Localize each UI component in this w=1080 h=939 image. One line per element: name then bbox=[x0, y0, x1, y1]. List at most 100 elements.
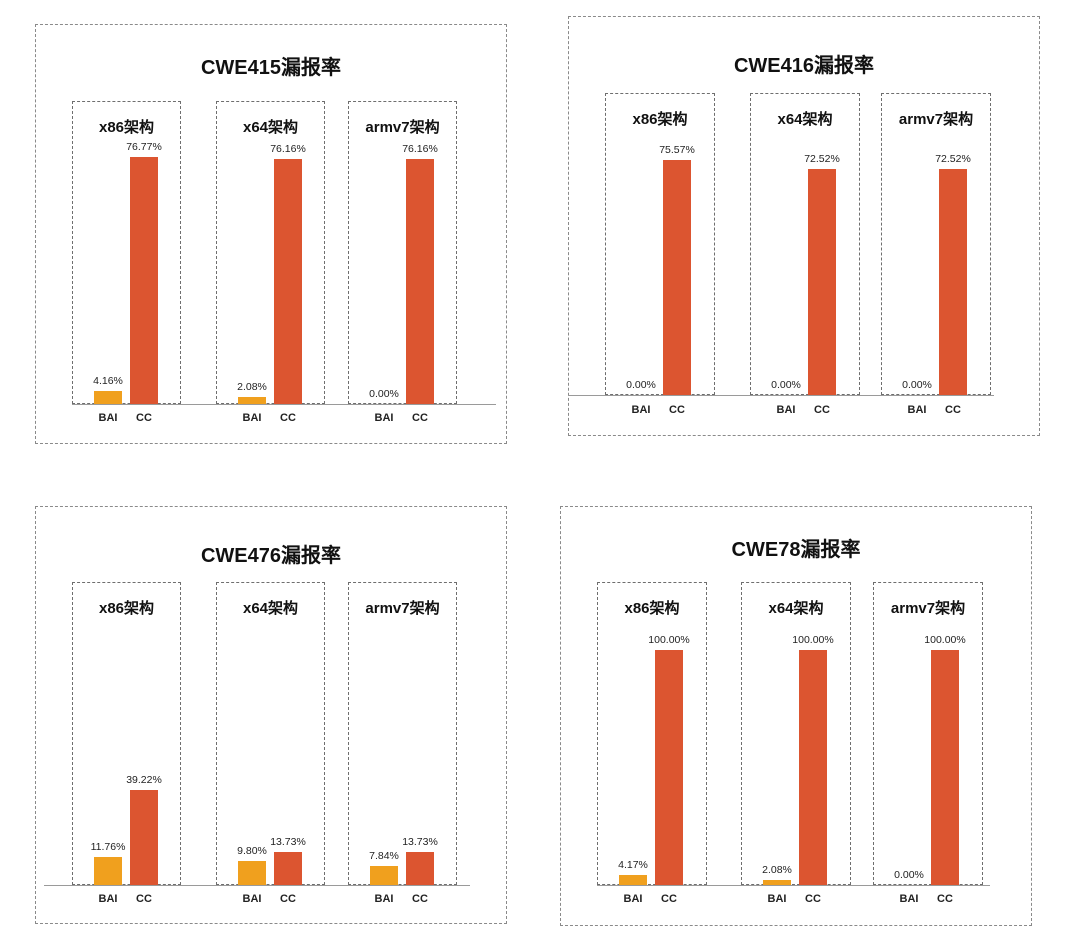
x-tick-label: BAI bbox=[899, 893, 919, 905]
x-tick-label: CC bbox=[669, 404, 685, 416]
bar-cc bbox=[130, 156, 158, 404]
x-tick-label: BAI bbox=[374, 412, 394, 424]
arch-group: x64架构 bbox=[741, 582, 851, 885]
arch-group-title: x86架构 bbox=[98, 600, 155, 617]
bar-value-label: 72.52% bbox=[935, 153, 971, 166]
x-tick-label: BAI bbox=[98, 412, 118, 424]
arch-group: x86架构 bbox=[597, 582, 707, 885]
bar-cc bbox=[931, 650, 959, 885]
x-axis-baseline bbox=[72, 404, 496, 405]
arch-group: armv7架构 bbox=[873, 582, 983, 885]
bar-value-label: 76.16% bbox=[402, 142, 438, 155]
bar-value-label: 100.00% bbox=[792, 634, 834, 646]
arch-group-title: x86架构 bbox=[624, 600, 680, 617]
arch-group: x64架构 bbox=[216, 101, 325, 404]
bar-value-label: 0.00% bbox=[626, 379, 656, 391]
arch-group: armv7架构 bbox=[348, 582, 457, 885]
x-tick-label: BAI bbox=[98, 893, 118, 905]
x-tick-label: CC bbox=[412, 893, 428, 905]
x-tick-label: BAI bbox=[767, 893, 787, 905]
bar-cc bbox=[406, 158, 434, 404]
bar-bai bbox=[238, 861, 266, 885]
arch-group-title: x64架构 bbox=[768, 600, 824, 617]
bar-value-label: 39.22% bbox=[126, 774, 162, 787]
chart-title: CWE476漏报率 bbox=[200, 545, 342, 567]
bar-bai bbox=[370, 866, 398, 885]
arch-group-title: armv7架构 bbox=[890, 600, 966, 617]
arch-group: armv7架构 bbox=[348, 101, 457, 404]
x-tick-label: CC bbox=[136, 412, 152, 424]
bar-cc bbox=[274, 158, 302, 404]
arch-group-title: x86架构 bbox=[632, 111, 688, 128]
x-tick-label: BAI bbox=[776, 404, 796, 416]
x-tick-label: BAI bbox=[631, 404, 651, 416]
chart-panel: CWE78漏报率 bbox=[560, 506, 1032, 926]
x-axis-baseline bbox=[44, 885, 470, 886]
chart-panel: CWE415漏报率 bbox=[35, 24, 507, 444]
bar-value-label: 13.73% bbox=[402, 835, 438, 848]
bar-value-label: 100.00% bbox=[648, 634, 690, 646]
bar-value-label: 13.73% bbox=[270, 835, 306, 848]
bar-value-label: 75.57% bbox=[659, 143, 695, 156]
arch-group-title: x64架构 bbox=[242, 600, 299, 617]
bar-value-label: 0.00% bbox=[369, 388, 399, 400]
arch-group: x64架构 bbox=[216, 582, 325, 885]
arch-group: x64架构 bbox=[750, 93, 860, 395]
bar-value-label: 4.17% bbox=[618, 859, 648, 872]
x-tick-label: BAI bbox=[374, 893, 394, 905]
x-tick-label: CC bbox=[937, 893, 953, 905]
bar-value-label: 2.08% bbox=[237, 381, 267, 394]
bar-cc bbox=[808, 169, 836, 395]
bar-bai bbox=[763, 880, 791, 885]
chart-title: CWE78漏报率 bbox=[731, 539, 861, 561]
arch-group-title: armv7架构 bbox=[365, 600, 440, 617]
arch-group-title: x64架构 bbox=[242, 119, 299, 136]
bar-value-label: 72.52% bbox=[804, 153, 840, 166]
bar-cc bbox=[274, 851, 302, 885]
bar-cc bbox=[655, 650, 683, 885]
bar-cc bbox=[939, 169, 967, 395]
bar-cc bbox=[799, 650, 827, 885]
x-axis-baseline bbox=[597, 885, 990, 886]
arch-group-title: armv7架构 bbox=[898, 111, 974, 128]
bar-value-label: 9.80% bbox=[237, 845, 267, 858]
bar-value-label: 7.84% bbox=[369, 850, 399, 863]
chart-title: CWE415漏报率 bbox=[200, 57, 342, 79]
bar-bai bbox=[238, 397, 266, 404]
x-tick-label: BAI bbox=[242, 412, 262, 424]
x-tick-label: CC bbox=[136, 893, 152, 905]
x-tick-label: CC bbox=[412, 412, 428, 424]
arch-group-title: x64架构 bbox=[777, 111, 833, 128]
bar-value-label: 100.00% bbox=[924, 634, 966, 646]
x-axis-baseline bbox=[568, 395, 994, 396]
x-tick-label: BAI bbox=[242, 893, 262, 905]
x-tick-label: CC bbox=[805, 893, 821, 905]
arch-group: x86架构 bbox=[72, 582, 181, 885]
chart-title: CWE416漏报率 bbox=[733, 55, 875, 77]
bar-value-label: 4.16% bbox=[93, 374, 123, 387]
bar-cc bbox=[406, 851, 434, 885]
arch-group-title: armv7架构 bbox=[365, 119, 440, 136]
bar-bai bbox=[94, 390, 122, 404]
arch-group: x86架构 bbox=[605, 93, 715, 395]
x-tick-label: CC bbox=[280, 412, 296, 424]
bar-value-label: 0.00% bbox=[894, 869, 924, 881]
x-tick-label: CC bbox=[945, 404, 961, 416]
chart-panel: CWE416漏报率 bbox=[568, 16, 1040, 436]
x-tick-label: BAI bbox=[907, 404, 927, 416]
chart-panel: CWE476漏报率 bbox=[35, 506, 507, 924]
arch-group: x86架构 bbox=[72, 101, 181, 404]
bar-value-label: 11.76% bbox=[90, 840, 126, 853]
bar-value-label: 2.08% bbox=[762, 864, 792, 877]
bar-value-label: 76.16% bbox=[270, 142, 306, 155]
bar-cc bbox=[130, 790, 158, 885]
bar-value-label: 0.00% bbox=[902, 379, 932, 391]
bar-value-label: 0.00% bbox=[771, 379, 801, 391]
bar-bai bbox=[619, 875, 647, 885]
x-tick-label: CC bbox=[661, 893, 677, 905]
x-tick-label: BAI bbox=[623, 893, 643, 905]
bar-bai bbox=[94, 856, 122, 885]
x-tick-label: CC bbox=[814, 404, 830, 416]
bar-value-label: 76.77% bbox=[126, 140, 162, 153]
bar-cc bbox=[663, 159, 691, 395]
